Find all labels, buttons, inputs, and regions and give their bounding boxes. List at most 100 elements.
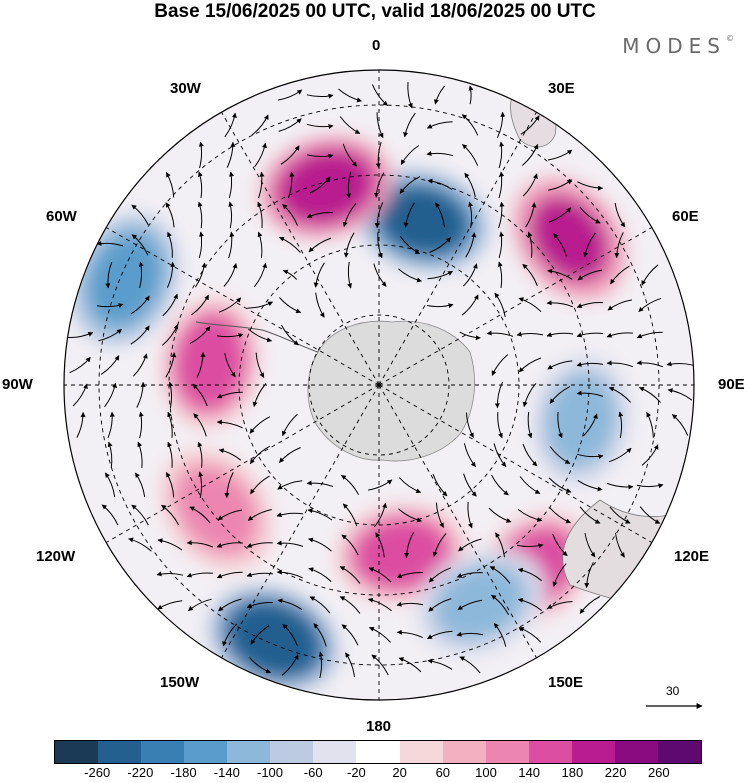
- map-title: Base 15/06/2025 00 UTC, valid 18/06/2025…: [154, 1, 596, 22]
- wind-vector-arrow: [282, 269, 298, 280]
- wind-vector-arrow: [133, 353, 148, 377]
- wind-vector-arrow: [217, 509, 243, 521]
- wind-vector-arrow: [279, 447, 301, 463]
- wind-vector-arrow: [577, 269, 603, 281]
- wind-vector-arrow: [307, 508, 333, 521]
- wind-vector-arrow: [639, 506, 661, 524]
- wind-vector-arrow: [456, 572, 483, 578]
- wind-vector-arrow: [257, 231, 263, 258]
- wind-vector-arrow: [228, 231, 235, 259]
- wind-vector-arrow: [373, 172, 385, 198]
- wind-vector-arrow: [577, 181, 604, 191]
- colorbar-tick-label: 260: [647, 765, 670, 780]
- wind-vector-arrow: [493, 443, 507, 467]
- wind-vector-arrow: [105, 261, 113, 289]
- negative-anomaly-shade: [377, 185, 469, 256]
- wind-vector-arrow: [131, 234, 149, 256]
- wind-vector-arrow: [250, 625, 270, 645]
- wind-vector-arrow: [398, 657, 422, 673]
- wind-vector-arrow: [198, 471, 204, 499]
- colorbar-tick-label: -140: [213, 765, 240, 780]
- wind-vector-arrow: [582, 413, 598, 437]
- wind-vector-arrow: [494, 292, 506, 317]
- wind-vector-arrow: [517, 597, 543, 611]
- wind-vector-arrow: [367, 597, 392, 612]
- wind-vector-arrow: [157, 538, 183, 551]
- wind-vector-arrow: [548, 207, 572, 223]
- wind-vector-arrow: [584, 562, 594, 589]
- wind-vector-arrow: [279, 236, 301, 253]
- colorbar-tick-label: -220: [127, 765, 154, 780]
- wind-vector-arrow: [468, 85, 474, 105]
- wind-vector-arrow: [255, 352, 265, 378]
- colorbar-ticks: -260 -220 -180 -140 -100 -60 -20 20 60 100 140 180 2…: [0, 765, 750, 783]
- wind-vector-arrow: [583, 232, 596, 258]
- wind-vector-arrow: [168, 381, 174, 409]
- wind-vector-arrow: [432, 533, 447, 557]
- wind-vector-arrow: [552, 534, 568, 557]
- wind-vector-arrow: [276, 540, 304, 547]
- wind-vector-arrow: [458, 538, 482, 552]
- brand-text: MODES: [622, 34, 726, 58]
- reference-vector-label: 30: [666, 684, 680, 698]
- colorbar-tick-label: -100: [256, 765, 284, 780]
- negative-anomaly-shade: [88, 235, 161, 325]
- wind-vector-arrow: [606, 332, 633, 338]
- wind-vector-arrow: [374, 202, 384, 229]
- wind-vector-arrow: [552, 563, 567, 587]
- wind-vector-arrow: [489, 566, 511, 584]
- wind-vector-arrow: [130, 325, 150, 345]
- wind-vector-arrow: [464, 172, 476, 197]
- wind-vector-arrow: [641, 444, 659, 466]
- wind-vector-arrow: [517, 567, 543, 582]
- wind-vector-arrow: [193, 413, 207, 437]
- lon-label-120w: 120W: [36, 548, 76, 565]
- wind-vector-arrow: [189, 326, 211, 344]
- wind-vector-arrow: [548, 477, 572, 493]
- wind-vector-arrow: [197, 201, 203, 228]
- wind-vector-arrow: [493, 623, 507, 647]
- wind-vector-arrow: [277, 480, 303, 490]
- colorbar-swatch: [571, 741, 615, 763]
- wind-vector-arrow: [614, 202, 626, 228]
- colorbar-swatch: [227, 741, 271, 763]
- wind-vector-arrow: [138, 261, 144, 289]
- wind-vector-arrow: [306, 212, 333, 218]
- wind-vector-arrow: [371, 84, 388, 106]
- colorbar-swatch: [356, 741, 400, 763]
- wind-vector-arrow: [375, 532, 385, 558]
- wind-vector-arrow: [527, 231, 533, 258]
- wind-vector-arrow: [218, 448, 242, 461]
- wind-vector-arrow: [608, 447, 632, 463]
- wind-vector-arrow: [218, 598, 242, 612]
- wind-vector-arrow: [277, 598, 303, 611]
- wind-vector-arrow: [368, 626, 391, 643]
- wind-vector-arrow: [315, 292, 325, 318]
- colorbar-swatch: [55, 741, 99, 763]
- wind-vector-arrow: [340, 474, 360, 495]
- wind-vector-arrow: [579, 506, 601, 524]
- wind-vector-arrow: [488, 507, 512, 523]
- wind-vector-arrow: [468, 201, 474, 229]
- wind-vector-arrow: [188, 598, 212, 612]
- wind-vector-arrow: [463, 473, 477, 497]
- wind-vector-arrow: [246, 572, 273, 578]
- wind-vector-arrow: [518, 357, 542, 373]
- wind-vector-arrow: [281, 324, 299, 346]
- wind-vector-arrow: [192, 383, 208, 407]
- wind-vector-arrow: [222, 623, 238, 647]
- wind-vector-arrow: [339, 116, 361, 134]
- colorbar-swatch: [399, 741, 443, 763]
- wind-vector-arrow: [308, 537, 332, 552]
- wind-vector-arrow: [433, 85, 446, 105]
- wind-vector-arrow: [189, 506, 211, 524]
- positive-anomaly-shade: [530, 196, 609, 281]
- wind-vector-arrow: [576, 302, 603, 308]
- wind-vector-arrow: [579, 596, 601, 614]
- lon-label-180: 180: [366, 718, 392, 735]
- wind-vector-arrow: [576, 361, 604, 367]
- wind-vector-arrow: [426, 303, 454, 309]
- wind-vector-arrow: [497, 412, 503, 439]
- colorbar-swatch: [614, 741, 658, 763]
- wind-vector-arrow: [313, 262, 325, 288]
